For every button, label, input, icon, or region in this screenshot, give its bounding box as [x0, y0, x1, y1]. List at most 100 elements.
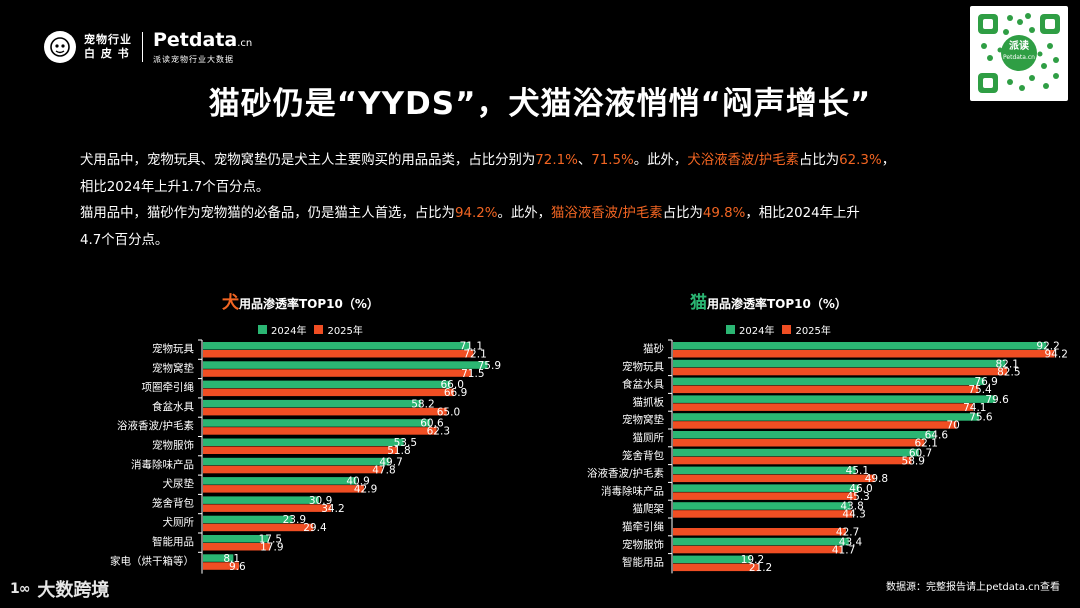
- value-label: 58.2: [411, 398, 434, 410]
- category-label: 宠物服饰: [152, 439, 194, 452]
- bar-2025: [673, 456, 912, 465]
- bar-2025: [203, 350, 474, 358]
- value-label: 72.1: [463, 349, 486, 361]
- bar-2024: [673, 555, 751, 564]
- category-label: 猫牵引绳: [622, 520, 664, 533]
- value-label: 42.7: [836, 527, 859, 539]
- petdata-brand: Petdata.cn 派读宠物行业大数据: [153, 30, 252, 65]
- value-label: 34.2: [321, 503, 344, 515]
- value-label: 40.9: [346, 476, 369, 488]
- value-label: 51.8: [387, 445, 410, 457]
- brand-name: Petdata: [153, 28, 238, 51]
- bar-2025: [673, 439, 925, 447]
- bar-2025: [673, 492, 857, 500]
- bar-2024: [673, 502, 851, 510]
- value-label: 65.0: [437, 406, 460, 418]
- category-label: 食盆水具: [622, 378, 664, 391]
- bar-2025: [673, 510, 853, 518]
- bar-2024: [673, 466, 856, 475]
- value-label: 74.1: [963, 402, 986, 414]
- bar-2024: [203, 361, 488, 369]
- value-label: 66.9: [444, 387, 467, 399]
- bar-2024: [673, 342, 1047, 350]
- bar-2025: [203, 562, 239, 570]
- brand-logo: 宠物行业 白 皮 书 Petdata.cn 派读宠物行业大数据: [44, 30, 252, 64]
- watermark: 1∞ 大数跨境: [10, 576, 109, 602]
- value-label: 58.9: [902, 455, 925, 467]
- bar-chart-svg: 猫砂 92.294.2 宠物玩具 82.182.5 食盆水具 76.975.4 猫抓板 79.…: [587, 339, 1068, 574]
- bar-2024: [203, 380, 451, 389]
- value-label: 76.9: [974, 376, 997, 388]
- category-label: 浴液香波/护毛素: [117, 419, 194, 432]
- dog-summary-paragraph: 犬用品中，宠物玩具、宠物窝垫仍是犬主人主要购买的用品品类，占比分别为72.1%、…: [80, 153, 896, 195]
- category-label: 犬尿垫: [163, 477, 195, 490]
- value-label: 92.2: [1036, 341, 1059, 353]
- value-label: 21.2: [749, 562, 772, 574]
- value-label: 71.5: [461, 368, 484, 380]
- value-label: 82.1: [996, 358, 1019, 370]
- bar-2024: [673, 413, 980, 421]
- category-label: 宠物服饰: [622, 538, 664, 551]
- cat-chart-title: 猫用品渗透率TOP10（%）: [690, 293, 847, 313]
- cat-bar-chart: 猫砂 92.2 94.2 宠物玩具 82.1 82.5 食盆水具 76.9 75.4 猫抓板 79.…: [580, 339, 1068, 575]
- value-label: 60.7: [909, 447, 932, 459]
- bar-2024: [203, 477, 357, 485]
- value-label: 70: [947, 420, 960, 432]
- value-label: 42.9: [354, 484, 377, 496]
- category-label: 犬厕所: [163, 516, 195, 529]
- value-label: 47.8: [372, 464, 395, 476]
- bar-2024: [203, 438, 404, 446]
- category-label: 食盆水具: [152, 400, 194, 413]
- bar-2025: [673, 474, 875, 483]
- legend-2025: 2025年: [782, 322, 831, 337]
- bar-2024: [673, 395, 996, 403]
- dog-chart-title: 犬用品渗透率TOP10（%）: [222, 293, 379, 313]
- value-label: 64.6: [925, 430, 949, 442]
- bar-2024: [673, 448, 919, 457]
- value-label: 75.9: [478, 360, 501, 372]
- value-label: 71.1: [460, 341, 483, 353]
- mini-program-qr-code[interactable]: 派读 Petdata.cn: [970, 6, 1068, 101]
- pet-logo-icon: [44, 31, 76, 63]
- bar-2024: [203, 419, 431, 427]
- bar-2025: [203, 369, 472, 377]
- category-label: 笼舍背包: [152, 496, 194, 509]
- value-label: 8.1: [223, 553, 240, 565]
- legend-2025: 2025年: [314, 322, 363, 337]
- watermark-text: 大数跨境: [37, 580, 110, 601]
- value-label: 94.2: [1045, 349, 1068, 361]
- value-label: 62.1: [915, 438, 938, 450]
- whitepaper-label: 宠物行业 白 皮 书: [84, 33, 132, 60]
- brand-subtitle: 派读宠物行业大数据: [153, 54, 234, 64]
- value-label: 30.9: [309, 495, 332, 507]
- category-label: 笼舍背包: [622, 449, 664, 462]
- value-label: 17.9: [260, 542, 283, 554]
- value-label: 75.6: [969, 412, 993, 424]
- bar-2025: [673, 367, 1008, 376]
- category-label: 猫砂: [643, 342, 664, 355]
- value-label: 29.4: [303, 522, 327, 534]
- category-label: 项圈牵引绳: [142, 381, 195, 394]
- bar-2025: [203, 485, 364, 493]
- bar-2024: [673, 484, 860, 492]
- brand-suffix: .cn: [237, 37, 253, 49]
- bar-2025: [673, 385, 979, 394]
- bar-2025: [203, 407, 447, 416]
- bar-2025: [203, 446, 398, 454]
- value-label: 19.2: [741, 554, 764, 566]
- bar-2025: [203, 388, 454, 397]
- value-label: 43.4: [839, 536, 863, 548]
- bar-2025: [673, 350, 1055, 358]
- value-label: 79.6: [985, 394, 1009, 406]
- value-label: 9.6: [229, 561, 246, 573]
- bar-2024: [203, 515, 293, 524]
- logo-divider: [142, 32, 143, 62]
- category-label: 智能用品: [152, 535, 194, 548]
- dog-chart-legend: 2024年 2025年: [258, 322, 371, 337]
- legend-2024: 2024年: [726, 322, 774, 337]
- value-label: 60.6: [420, 418, 444, 430]
- bar-2024: [673, 359, 1006, 368]
- category-label: 消毒除味产品: [131, 458, 194, 471]
- value-label: 45.3: [846, 491, 869, 503]
- category-label: 猫抓板: [633, 395, 665, 408]
